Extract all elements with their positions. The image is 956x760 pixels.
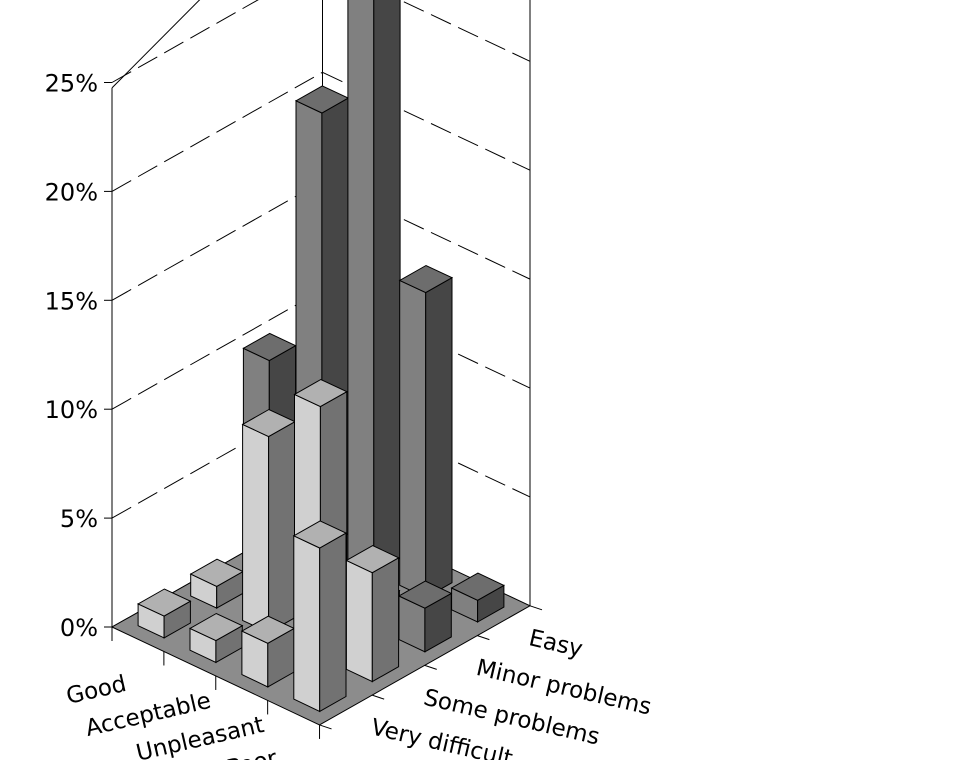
y-tick-label: 10% — [45, 396, 98, 424]
bar-top-very-difficult — [137, 588, 192, 617]
depth-tick-mark — [529, 605, 543, 611]
bar-side-some-problems — [268, 420, 296, 634]
gridline-left — [111, 71, 323, 192]
left-wall-top-edge — [111, 0, 201, 89]
gridline-left — [111, 180, 323, 301]
bar-top-very-difficult — [188, 612, 244, 642]
bar-front-very-difficult — [293, 535, 321, 713]
bar-top-minor-problems — [242, 332, 297, 362]
bar-front-some-problems — [242, 423, 270, 634]
y-tick-label: 25% — [45, 70, 98, 98]
bar-front-easy — [347, 0, 375, 574]
x-category-label: Poor — [224, 745, 280, 760]
bar-top-very-difficult — [292, 520, 348, 549]
y-tick-label: 5% — [60, 505, 98, 533]
bar-top-easy — [398, 264, 454, 294]
depth-tick-mark — [319, 724, 332, 730]
bar-front-easy — [399, 279, 427, 599]
bar-top-some-problems — [345, 545, 400, 574]
y-tick-label: 0% — [60, 614, 98, 642]
bar-top-some-problems — [293, 378, 348, 408]
gridline-left — [111, 0, 259, 83]
back-wall-edge — [529, 0, 531, 606]
bar-top-minor-problems — [397, 580, 453, 609]
x-category-label: Good — [64, 671, 129, 710]
gridline-back — [398, 0, 531, 62]
bar-top-easy — [450, 572, 505, 601]
depth-tick-mark — [477, 635, 490, 641]
depth-tick-mark — [371, 694, 385, 700]
y-tick-label: 20% — [45, 178, 98, 206]
bar-side-easy — [425, 276, 453, 599]
bar-front-some-problems — [345, 559, 373, 683]
bar-side-easy — [373, 0, 401, 574]
gridline-left — [111, 289, 323, 410]
depth-tick-mark — [424, 664, 437, 670]
bar-side-some-problems — [371, 556, 400, 683]
y-tick-label: 15% — [45, 287, 98, 315]
bar-side-very-difficult — [319, 532, 347, 713]
depth-category-label: Easy — [526, 625, 585, 663]
